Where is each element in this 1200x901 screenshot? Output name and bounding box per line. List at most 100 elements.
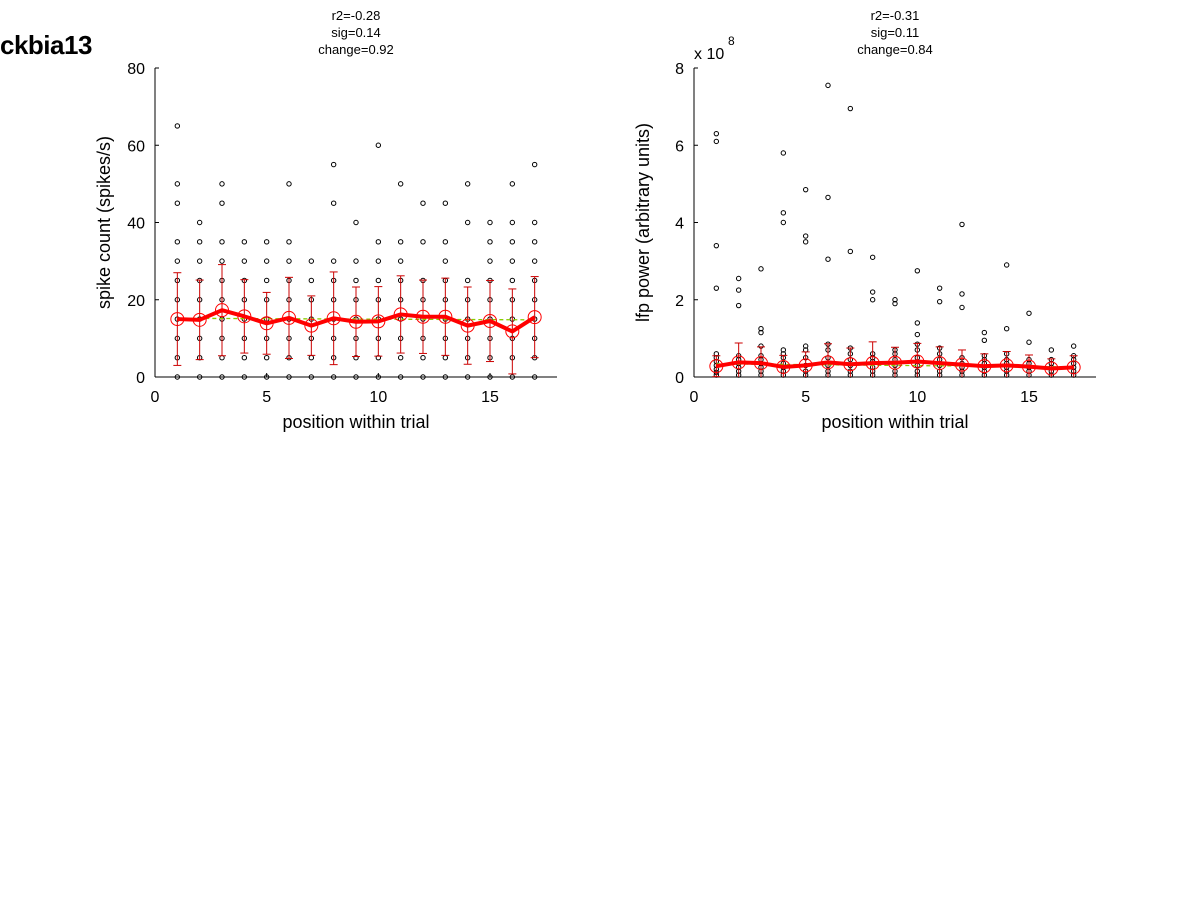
data-point — [1026, 339, 1032, 345]
mean-marker — [977, 359, 992, 374]
data-point — [531, 374, 538, 380]
data-point — [509, 258, 516, 264]
data-point — [174, 123, 181, 129]
mean-marker — [438, 309, 453, 324]
data-point — [869, 297, 876, 303]
data-point — [802, 239, 809, 245]
data-point — [847, 105, 854, 112]
data-point — [353, 277, 359, 284]
data-point — [758, 266, 764, 272]
data-point — [375, 374, 382, 380]
data-point — [735, 287, 742, 293]
x-tick-label: 10 — [908, 389, 926, 406]
data-point — [241, 354, 248, 361]
mean-marker — [349, 314, 363, 329]
mean-marker — [215, 303, 229, 318]
data-point — [959, 221, 965, 228]
data-point — [308, 374, 315, 380]
data-point — [174, 200, 181, 206]
mean-marker — [754, 356, 768, 371]
x-tick-label: 10 — [369, 389, 387, 406]
data-point — [330, 161, 337, 168]
data-point — [464, 219, 471, 226]
mean-marker — [709, 359, 724, 374]
x-axis-label: position within trial — [821, 412, 968, 432]
data-point — [487, 258, 493, 264]
data-point — [375, 277, 382, 284]
data-point — [802, 343, 809, 349]
data-point — [509, 219, 516, 226]
y-tick-label: 60 — [127, 138, 145, 155]
x-tick-label: 15 — [1020, 389, 1038, 406]
data-point — [780, 210, 787, 216]
mean-marker — [865, 356, 880, 371]
data-point — [713, 285, 720, 291]
y-axis-exponent-power: 8 — [728, 34, 735, 48]
mean-marker — [843, 357, 858, 372]
chart-panel-2: r2=-0.31 sig=0.11 change=0.84 0 5 10 15 0 2 4 6 8 po… — [633, 8, 1096, 432]
data-point — [375, 258, 382, 264]
y-axis-label: spike count (spikes/s) — [94, 136, 114, 309]
data-point — [825, 82, 831, 89]
data-point — [174, 181, 181, 187]
mean-marker — [371, 314, 386, 329]
chart-stat-line: r2=-0.31 — [871, 8, 920, 23]
data-point — [487, 374, 493, 380]
mean-marker — [955, 357, 969, 372]
data-point — [802, 233, 809, 239]
x-tick-label: 0 — [690, 389, 699, 406]
data-point — [825, 194, 831, 201]
fit-line — [177, 317, 535, 321]
data-point — [509, 181, 516, 187]
mean-marker — [1066, 360, 1081, 375]
mean-line — [715, 359, 1074, 371]
data-point — [914, 331, 921, 338]
data-point — [196, 239, 203, 245]
data-point — [219, 374, 225, 380]
data-point — [531, 258, 538, 264]
data-point — [420, 200, 426, 206]
data-point — [959, 291, 965, 297]
chart-stat-line: change=0.92 — [318, 42, 394, 57]
y-tick-label: 2 — [675, 293, 684, 310]
mean-marker — [393, 307, 408, 322]
data-point — [375, 142, 382, 148]
chart-stat-line: r2=-0.28 — [332, 8, 381, 23]
data-point — [353, 219, 359, 226]
data-point — [1070, 343, 1077, 349]
data-point — [308, 277, 315, 284]
data-point — [735, 302, 742, 309]
data-point — [442, 354, 449, 361]
data-point — [375, 239, 382, 245]
data-point — [263, 277, 270, 284]
data-point — [735, 275, 742, 282]
mean-marker — [237, 309, 252, 324]
data-point — [713, 130, 720, 137]
mean-marker — [483, 313, 497, 328]
mean-marker — [527, 310, 542, 325]
data-point — [869, 289, 876, 295]
data-point — [464, 181, 471, 187]
data-point — [286, 181, 292, 187]
chart-panel-1: r2=-0.28 sig=0.14 change=0.92 0 5 10 15 0 20 40 60… — [94, 8, 557, 432]
mean-marker — [731, 355, 746, 370]
data-point — [487, 239, 493, 245]
data-point — [397, 239, 404, 245]
figure-title: ckbia13 — [0, 30, 92, 60]
mean-marker — [932, 356, 947, 371]
data-point — [174, 374, 181, 380]
mean-marker — [798, 358, 813, 373]
data-point — [241, 258, 248, 264]
data-point — [936, 298, 943, 305]
mean-marker — [460, 318, 475, 333]
x-tick-label: 15 — [481, 389, 499, 406]
data-point — [442, 239, 449, 245]
data-point — [914, 268, 921, 274]
data-point — [308, 354, 315, 361]
mean-marker — [888, 355, 902, 370]
data-point — [219, 239, 225, 245]
data-point — [758, 326, 764, 332]
data-point — [241, 374, 248, 380]
data-point — [219, 200, 225, 206]
